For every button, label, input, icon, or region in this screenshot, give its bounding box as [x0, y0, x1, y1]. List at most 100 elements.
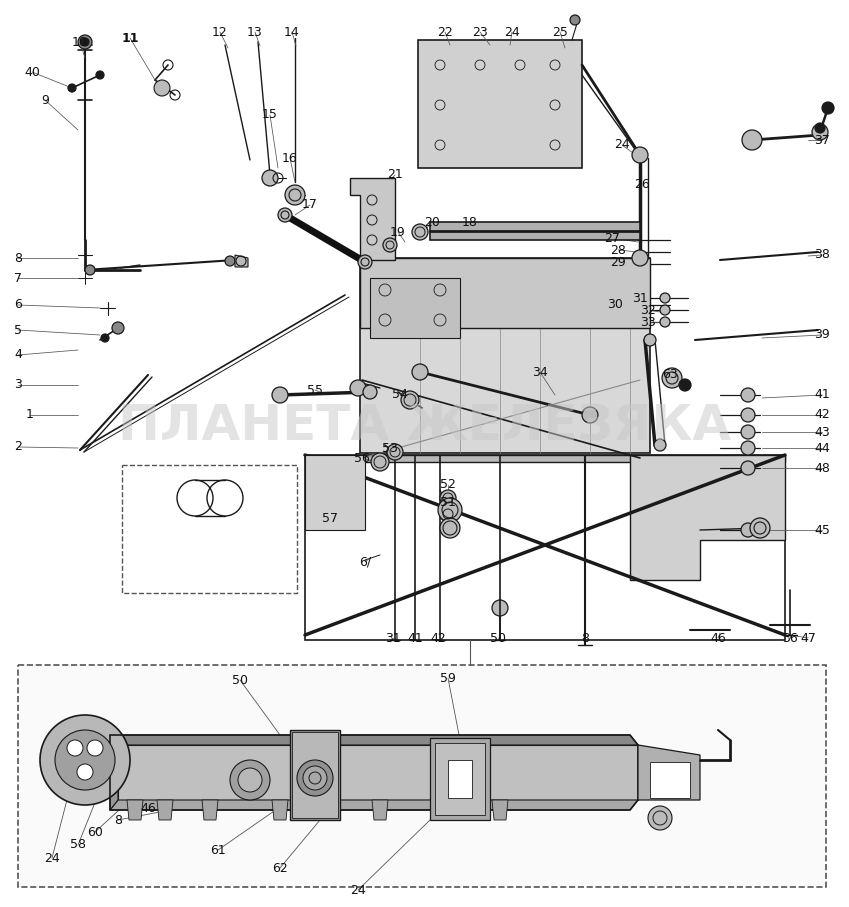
Circle shape [78, 35, 92, 49]
Text: 38: 38 [814, 249, 830, 261]
Circle shape [750, 518, 770, 538]
Circle shape [303, 766, 327, 790]
Circle shape [582, 407, 598, 423]
Circle shape [101, 334, 109, 342]
Text: 14: 14 [284, 25, 300, 38]
Polygon shape [418, 40, 582, 168]
Text: 23: 23 [472, 25, 488, 38]
Circle shape [440, 506, 456, 522]
Circle shape [387, 444, 403, 460]
Circle shape [55, 730, 115, 790]
Circle shape [742, 130, 762, 150]
Circle shape [112, 322, 124, 334]
Text: 48: 48 [814, 462, 830, 474]
Circle shape [262, 170, 278, 186]
Polygon shape [290, 730, 340, 820]
Text: 53: 53 [382, 442, 398, 454]
Text: 4: 4 [14, 348, 22, 362]
Text: 42: 42 [430, 631, 446, 645]
Circle shape [662, 368, 682, 388]
Polygon shape [157, 800, 173, 820]
Text: 63: 63 [662, 368, 678, 382]
Text: 39: 39 [814, 328, 829, 342]
Circle shape [77, 764, 93, 780]
Polygon shape [630, 455, 785, 580]
Circle shape [660, 317, 670, 327]
Text: 54: 54 [392, 388, 408, 402]
Circle shape [438, 498, 462, 522]
Polygon shape [638, 745, 700, 800]
Text: 8: 8 [114, 814, 122, 826]
Bar [360, 258, 650, 453]
Circle shape [272, 387, 288, 403]
Text: 7: 7 [14, 271, 22, 285]
Circle shape [741, 408, 755, 422]
Circle shape [358, 255, 372, 269]
Text: 19: 19 [391, 226, 406, 239]
Circle shape [230, 760, 270, 800]
Polygon shape [350, 178, 395, 260]
Text: 24: 24 [44, 852, 60, 864]
FancyBboxPatch shape [18, 665, 826, 887]
Text: 24: 24 [350, 883, 366, 896]
Circle shape [440, 518, 460, 538]
Circle shape [68, 84, 76, 92]
Circle shape [492, 600, 508, 616]
Text: 58: 58 [70, 838, 86, 852]
Text: ПЛАНЕТА ЖЕЛЕЗЯКА: ПЛАНЕТА ЖЕЛЕЗЯКА [118, 403, 731, 450]
Polygon shape [110, 800, 638, 810]
Text: 46: 46 [140, 802, 156, 814]
Circle shape [154, 80, 170, 96]
Bar [360, 258, 650, 328]
Text: 22: 22 [437, 25, 453, 38]
Circle shape [67, 740, 83, 756]
Circle shape [363, 385, 377, 399]
Polygon shape [448, 760, 472, 798]
Text: 11: 11 [121, 32, 138, 44]
Text: 34: 34 [532, 366, 548, 378]
Circle shape [350, 380, 366, 396]
Text: 17: 17 [302, 199, 318, 211]
Circle shape [741, 425, 755, 439]
Text: 26: 26 [634, 179, 649, 191]
Circle shape [644, 334, 656, 346]
Text: 24: 24 [504, 25, 520, 38]
Text: 32: 32 [640, 304, 656, 317]
Circle shape [815, 123, 825, 133]
Circle shape [285, 185, 305, 205]
Text: 33: 33 [640, 316, 656, 328]
Text: 42: 42 [814, 408, 829, 422]
Text: 30: 30 [607, 298, 623, 311]
Text: 21: 21 [387, 169, 403, 181]
Text: 28: 28 [610, 243, 626, 257]
Text: 2: 2 [14, 441, 22, 454]
Circle shape [440, 490, 456, 506]
Circle shape [741, 441, 755, 455]
Bar [430, 222, 640, 240]
Circle shape [570, 15, 580, 25]
Text: 6/: 6/ [359, 555, 371, 569]
Text: 8: 8 [581, 631, 589, 645]
Polygon shape [650, 762, 690, 798]
Text: 62: 62 [273, 862, 288, 874]
Circle shape [225, 256, 235, 266]
Text: 36: 36 [782, 631, 798, 645]
Text: 3: 3 [14, 378, 22, 392]
Text: 6: 6 [14, 298, 22, 311]
Text: 52: 52 [440, 479, 456, 492]
Polygon shape [435, 743, 485, 815]
Circle shape [412, 364, 428, 380]
Text: 20: 20 [424, 216, 440, 229]
Text: 40: 40 [24, 65, 40, 79]
Polygon shape [118, 745, 638, 800]
Circle shape [87, 740, 103, 756]
Text: 8: 8 [14, 251, 22, 265]
Text: 16: 16 [282, 151, 298, 164]
Text: 41: 41 [408, 631, 423, 645]
Polygon shape [202, 800, 218, 820]
Text: 10: 10 [72, 35, 88, 48]
Text: 27: 27 [604, 231, 620, 245]
Text: 57: 57 [322, 512, 338, 524]
Polygon shape [127, 800, 143, 820]
Circle shape [412, 224, 428, 240]
